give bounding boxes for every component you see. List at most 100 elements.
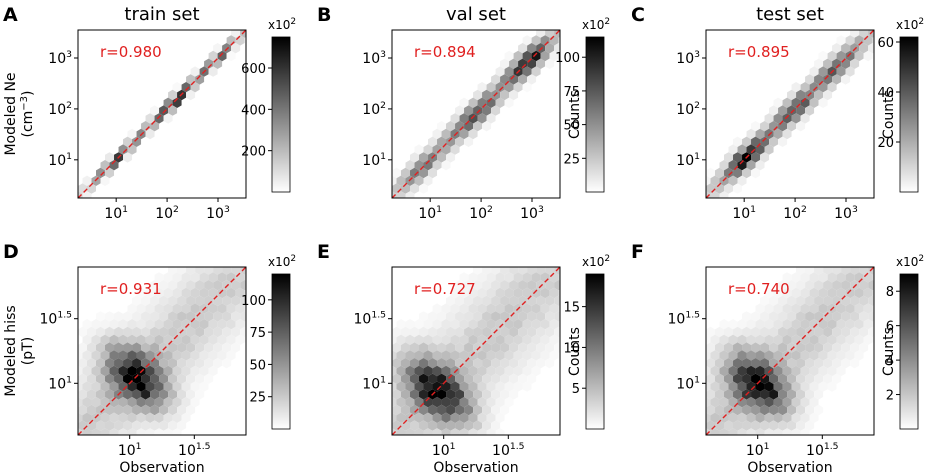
hexbin-cell [163, 365, 173, 377]
hexbin-cell [491, 389, 501, 400]
hexbin-cell [500, 373, 510, 384]
hexbin-cell [159, 311, 169, 322]
hexbin-cell [805, 280, 815, 291]
hexbin-cell [863, 334, 873, 345]
hexbin-cell [809, 365, 819, 377]
hexbin-cell [150, 373, 160, 384]
hexbin-cell [172, 82, 182, 93]
y-tick-label: 102 [48, 100, 72, 118]
hexbin-cell [805, 267, 815, 275]
hexbin-cell [787, 89, 797, 101]
hexbin-cell [127, 350, 137, 361]
hexbin-cell [522, 272, 532, 283]
hexbin-cell [396, 350, 406, 361]
hexbin-cell [563, 264, 572, 274]
hexbin-cell [769, 404, 779, 416]
correlation-label: r=0.894 [414, 43, 476, 61]
hexbin-cell [123, 404, 133, 416]
hexbin-cell [208, 365, 218, 377]
hexbin-cell [464, 342, 474, 353]
hexbin-cell [823, 358, 833, 369]
hexbin-cell [746, 365, 756, 377]
hexbin-cell [468, 381, 478, 392]
hexbin-cell [791, 397, 801, 408]
hexbin-cell [760, 326, 770, 338]
hexbin-cell [706, 342, 716, 353]
hexbin-cell [245, 257, 254, 267]
hexbin-cell [545, 58, 555, 69]
hexbin-cell [728, 319, 738, 330]
hexbin-cell [513, 381, 523, 392]
hexbin-cell [733, 326, 743, 338]
hexbin-cell [100, 334, 110, 345]
hexbin-cell [87, 389, 97, 400]
hexbin-cell [846, 257, 855, 267]
hexbin-cell [177, 404, 187, 416]
hexbin-cell [827, 365, 837, 377]
hexbin-cell [419, 373, 429, 384]
hexbin-cell [127, 334, 137, 345]
hexbin-cell [697, 420, 706, 430]
hexbin-cell [105, 358, 115, 369]
hexbin-cell [719, 334, 729, 345]
hexbin-cell [778, 326, 788, 338]
hexbin-cell [190, 334, 200, 345]
hexbin-cell [854, 334, 864, 345]
hexbin-cell [186, 267, 196, 275]
hexbin-cell [719, 191, 729, 198]
hexbin-cell [805, 342, 815, 353]
hexbin-cell [82, 334, 92, 345]
hexbin-cell [509, 311, 519, 322]
hexbin-cell [769, 389, 779, 400]
colorbar-tick-label: 5 [572, 382, 580, 397]
colorbar-tick-label: 50 [249, 358, 266, 373]
hexbin-cell [428, 373, 438, 384]
hexbin-cell [819, 257, 828, 267]
hexbin-cell [868, 326, 874, 338]
hexbin-cell [419, 389, 429, 400]
hexbin-cell [208, 303, 218, 314]
y-label-line2: (pT) [20, 337, 36, 365]
hexbin-cell [850, 43, 860, 54]
hexbin-cell [109, 365, 119, 377]
hexbin-cell [509, 358, 519, 369]
hexbin-cell [455, 136, 465, 147]
hexbin-cell [706, 381, 711, 392]
hexbin-cell [455, 420, 465, 431]
hexbin-cell [495, 365, 505, 377]
hexbin-cell [477, 272, 487, 283]
hexbin-cell [163, 350, 173, 361]
hexbin-cell [755, 319, 765, 330]
hexbin-cell [432, 350, 442, 361]
hexbin-cells [78, 257, 254, 435]
hexbin-cell [217, 334, 227, 345]
hexbin-cell [536, 267, 546, 275]
x-tick-label: 101 [432, 441, 456, 459]
hexbin-cell [468, 113, 478, 124]
hexbin-cell [114, 373, 124, 384]
hexbin-cell [145, 397, 155, 408]
hexbin-cell [495, 82, 505, 93]
hexbin-cell [468, 350, 478, 361]
hexbin-cell [513, 287, 523, 299]
hexbin-cell [145, 412, 155, 423]
hexbin-cell [428, 326, 438, 338]
hexbin-cell [226, 287, 236, 299]
hexbin-cell [132, 389, 142, 400]
hexbin-cell [154, 350, 164, 361]
hexbin-cell [82, 365, 92, 377]
hexbin-cell [755, 350, 765, 361]
hexbin-cell [805, 373, 815, 384]
hexbin-cell [150, 280, 160, 291]
hexbin-cell [769, 295, 779, 306]
hexbin-cell [850, 58, 860, 69]
hexbin-cell [378, 350, 387, 360]
hexbin-cell [836, 319, 846, 330]
hexbin-cell [845, 319, 855, 330]
hexbin-cell [549, 50, 559, 62]
hexbin-cell [818, 66, 828, 77]
hexbin-cell [800, 82, 810, 93]
y-tick-label: 101 [676, 374, 700, 392]
hexbin-cell [199, 381, 209, 392]
